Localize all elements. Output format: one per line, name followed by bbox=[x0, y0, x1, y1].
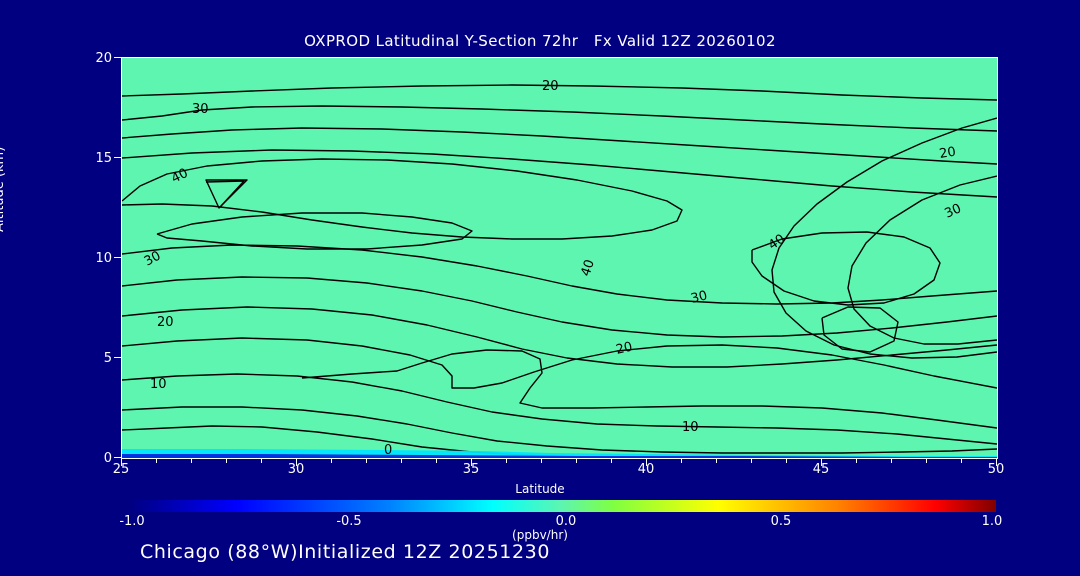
x-major-tick bbox=[646, 458, 647, 466]
colorbar-tick-poshalf: 0.5 bbox=[770, 514, 792, 529]
x-axis-label: Latitude bbox=[515, 482, 565, 496]
y-tick-15: 15 bbox=[95, 151, 112, 166]
y-tick-0: 0 bbox=[103, 451, 112, 466]
x-minor-tick bbox=[436, 458, 437, 463]
x-tick-35: 35 bbox=[462, 462, 480, 477]
x-minor-tick bbox=[331, 458, 332, 463]
colorbar-gradient bbox=[128, 500, 996, 512]
svg-text:10: 10 bbox=[682, 420, 699, 435]
x-minor-tick bbox=[506, 458, 507, 463]
colorbar-tick-max: 1.0 bbox=[981, 514, 1003, 529]
svg-text:20: 20 bbox=[615, 340, 634, 358]
figure-caption: Chicago (88°W)Initialized 12Z 20251230 bbox=[140, 541, 551, 563]
svg-text:10: 10 bbox=[150, 377, 167, 392]
y-major-tick bbox=[114, 257, 121, 258]
y-tick-20: 20 bbox=[95, 51, 112, 66]
y-major-tick bbox=[114, 57, 121, 58]
svg-text:0: 0 bbox=[384, 443, 392, 458]
x-minor-tick bbox=[226, 458, 227, 463]
svg-text:20: 20 bbox=[157, 315, 174, 330]
x-major-tick bbox=[121, 458, 122, 466]
x-minor-tick bbox=[191, 458, 192, 463]
x-minor-tick bbox=[681, 458, 682, 463]
contour-plot-area: 20 20 30 40 40 30 40 30 30 20 20 10 10 0 bbox=[121, 57, 998, 459]
x-minor-tick bbox=[156, 458, 157, 463]
x-tick-40: 40 bbox=[637, 462, 655, 477]
x-minor-tick bbox=[891, 458, 892, 463]
x-minor-tick bbox=[576, 458, 577, 463]
x-tick-25: 25 bbox=[112, 462, 130, 477]
svg-text:40: 40 bbox=[169, 166, 190, 187]
svg-text:30: 30 bbox=[192, 102, 209, 117]
x-minor-tick bbox=[961, 458, 962, 463]
x-tick-45: 45 bbox=[812, 462, 830, 477]
svg-text:30: 30 bbox=[689, 288, 709, 307]
chart-title: OXPROD Latitudinal Y-Section 72hr Fx Val… bbox=[304, 32, 776, 50]
x-minor-tick bbox=[541, 458, 542, 463]
y-axis-label: Altitude (km) bbox=[0, 146, 7, 232]
y-major-tick bbox=[114, 157, 121, 158]
colorbar-track bbox=[128, 500, 996, 512]
x-tick-30: 30 bbox=[287, 462, 305, 477]
contour-lines: 20 20 30 40 40 30 40 30 30 20 20 10 10 0 bbox=[122, 79, 997, 458]
x-minor-tick bbox=[366, 458, 367, 463]
colorbar-tick-neghalf: -0.5 bbox=[336, 514, 362, 529]
x-tick-50: 50 bbox=[987, 462, 1005, 477]
x-major-tick bbox=[996, 458, 997, 466]
y-major-tick bbox=[114, 357, 121, 358]
x-major-tick bbox=[821, 458, 822, 466]
x-major-tick bbox=[296, 458, 297, 466]
x-minor-tick bbox=[751, 458, 752, 463]
svg-text:30: 30 bbox=[142, 249, 164, 270]
y-tick-5: 5 bbox=[103, 351, 112, 366]
svg-text:40: 40 bbox=[579, 258, 598, 278]
y-tick-10: 10 bbox=[95, 251, 112, 266]
x-minor-tick bbox=[611, 458, 612, 463]
y-major-tick bbox=[114, 457, 121, 458]
svg-text:40: 40 bbox=[766, 232, 788, 254]
x-minor-tick bbox=[856, 458, 857, 463]
colorbar-tick-zero: 0.0 bbox=[555, 514, 577, 529]
svg-text:20: 20 bbox=[542, 79, 559, 94]
svg-text:30: 30 bbox=[943, 201, 964, 221]
x-minor-tick bbox=[401, 458, 402, 463]
svg-text:20: 20 bbox=[938, 145, 957, 162]
x-minor-tick bbox=[716, 458, 717, 463]
x-minor-tick bbox=[786, 458, 787, 463]
x-major-tick bbox=[471, 458, 472, 466]
x-minor-tick bbox=[926, 458, 927, 463]
x-minor-tick bbox=[261, 458, 262, 463]
colorbar-tick-min: -1.0 bbox=[119, 514, 145, 529]
colorbar-units-label: (ppbv/hr) bbox=[512, 528, 568, 542]
surface-negative-band bbox=[122, 449, 997, 458]
